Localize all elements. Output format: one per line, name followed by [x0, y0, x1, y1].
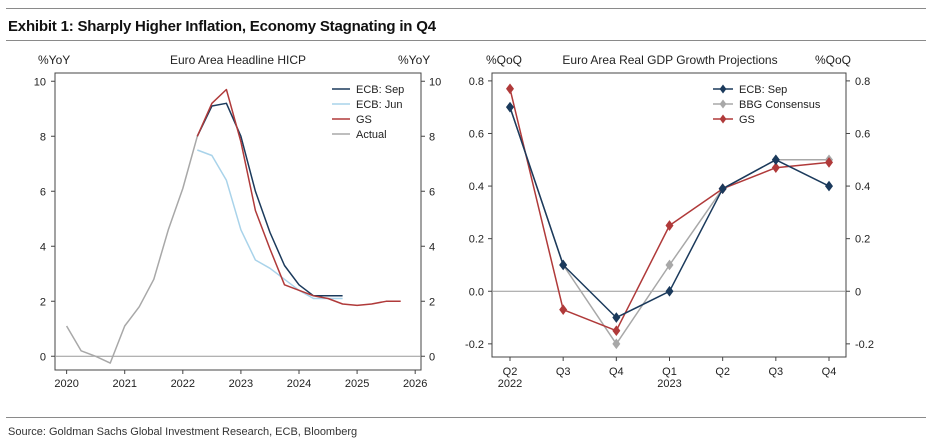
hicp-ytick-right-label: 0 — [429, 351, 435, 363]
right-ylabel-right: %QoQ — [815, 53, 851, 67]
gdp-xtick-label: Q4 — [822, 366, 837, 378]
left-ylabel-left: %YoY — [38, 53, 70, 67]
hicp-xtick-label: 2025 — [345, 378, 369, 390]
gdp-point-marker-gs — [506, 83, 514, 95]
gdp-ytick-left-label: 0.0 — [469, 286, 484, 298]
gdp-point-marker-ecb-sep — [506, 101, 514, 113]
hicp-series-line-gs — [196, 88, 401, 307]
gdp-point-marker-gs — [771, 162, 780, 174]
gdp-point-marker-gs — [612, 325, 621, 337]
hicp-xtick-label: 2023 — [229, 378, 253, 390]
hicp-legend-label: ECB: Jun — [356, 99, 402, 111]
hicp-ytick-left-label: 0 — [40, 351, 46, 363]
gdp-legend-label: BBG Consensus — [739, 99, 821, 111]
hicp-ytick-left-label: 4 — [40, 241, 46, 253]
gdp-ytick-right-label: 0.4 — [855, 181, 870, 193]
hicp-series-line-actual — [65, 136, 199, 364]
gdp-chart: 0.8 0.80.6 0.60.4 0.40.2 0.20.0 0-0.2 -0.2Q220… — [465, 72, 874, 390]
gdp-point-marker-gs — [559, 304, 568, 315]
gdp-ytick-left-label: 0.6 — [469, 128, 484, 140]
left-chart-title: Euro Area Headline HICP — [170, 53, 306, 67]
hicp-series-line-ecb-jun — [197, 149, 343, 300]
hicp-ytick-right-label: 4 — [429, 241, 435, 253]
hicp-plot-frame — [54, 72, 422, 371]
gdp-point-marker-ecb-sep — [771, 154, 780, 166]
hicp-ytick-right-label: 2 — [429, 296, 435, 308]
gdp-point-marker-ecb-sep — [825, 180, 833, 192]
hicp-ytick-left-label: 8 — [40, 131, 46, 143]
gdp-point-marker-ecb-sep — [612, 312, 621, 323]
gdp-ytick-left-label: 0.8 — [469, 76, 484, 88]
hicp-xtick-label: 2022 — [171, 378, 195, 390]
top-rule — [6, 8, 926, 9]
gdp-ytick-right-label: -0.2 — [855, 339, 874, 351]
right-chart-title: Euro Area Real GDP Growth Projections — [562, 53, 777, 67]
gdp-legend-label: GS — [739, 114, 755, 126]
gdp-point-marker-bbg-consensus — [612, 338, 621, 350]
gdp-ytick-right-label: 0 — [855, 286, 861, 298]
hicp-ytick-left-label: 2 — [40, 296, 46, 308]
gdp-xtick-label: Q1 — [662, 366, 677, 378]
hicp-ytick-left-label: 6 — [40, 186, 46, 198]
left-ylabel-right: %YoY — [398, 53, 430, 67]
gdp-point-marker-ecb-sep — [665, 285, 674, 297]
gdp-xtick-label: Q4 — [609, 366, 624, 378]
gdp-plot-frame — [491, 72, 847, 358]
hicp-ytick-right-label: 8 — [429, 131, 435, 143]
source-note: Source: Goldman Sachs Global Investment … — [8, 426, 358, 438]
hicp-legend-label: Actual — [356, 129, 387, 141]
gdp-legend-marker — [719, 114, 727, 124]
hicp-ytick-left-label: 10 — [34, 76, 46, 88]
gdp-legend-marker — [719, 99, 727, 109]
gdp-xtick-label: 2023 — [657, 378, 681, 390]
gdp-point-marker-ecb-sep — [559, 259, 568, 271]
hicp-chart: 0 0 2 2 4 4 6 6 8 8 10 10 2020 2021 2022 2023 2024 2025 20… — [34, 72, 441, 390]
hicp-xtick-label: 2026 — [403, 378, 427, 390]
hicp-series-line-ecb-sep — [196, 102, 343, 297]
gdp-ytick-left-label: 0.4 — [469, 181, 484, 193]
hicp-xtick-label: 2021 — [112, 378, 136, 390]
hicp-legend-label: ECB: Sep — [356, 84, 404, 96]
gdp-legend-marker — [719, 84, 727, 94]
hicp-xtick-label: 2024 — [287, 378, 311, 390]
gdp-xtick-label: Q2 — [503, 366, 518, 378]
bottom-rule — [6, 417, 926, 418]
gdp-point-marker-gs — [825, 157, 833, 168]
gdp-xtick-label: Q2 — [715, 366, 730, 378]
gdp-xtick-label: 2022 — [498, 378, 522, 390]
hicp-ytick-right-label: 6 — [429, 186, 435, 198]
gdp-point-marker-ecb-sep — [718, 183, 727, 195]
gdp-ytick-right-label: 0.6 — [855, 128, 870, 140]
gdp-xtick-label: Q3 — [556, 366, 571, 378]
hicp-ytick-right-label: 10 — [429, 76, 441, 88]
gdp-point-marker-gs — [665, 220, 674, 231]
gdp-ytick-left-label: 0.2 — [469, 234, 484, 246]
title-rule — [6, 40, 926, 41]
gdp-xtick-label: Q3 — [768, 366, 783, 378]
gdp-legend-label: ECB: Sep — [739, 84, 787, 96]
exhibit-title: Exhibit 1: Sharply Higher Inflation, Eco… — [8, 18, 436, 35]
hicp-legend-label: GS — [356, 114, 372, 126]
hicp-xtick-label: 2020 — [54, 378, 78, 390]
gdp-ytick-right-label: 0.2 — [855, 234, 870, 246]
gdp-point-marker-bbg-consensus — [665, 259, 674, 271]
gdp-ytick-right-label: 0.8 — [855, 76, 870, 88]
right-ylabel-left: %QoQ — [486, 53, 522, 67]
gdp-ytick-left-label: -0.2 — [465, 339, 484, 351]
